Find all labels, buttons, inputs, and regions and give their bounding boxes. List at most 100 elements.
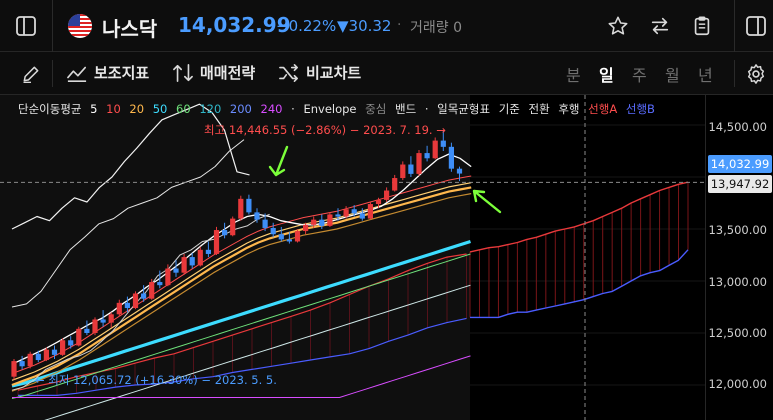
ichimoku-span-b-history [18,317,467,396]
legend-dot-2: · [424,102,429,116]
divider [734,0,735,52]
candle-body [424,153,430,159]
candle-body [43,349,49,361]
chart-settings-button[interactable] [742,60,770,88]
right-panel-toggle-button[interactable] [742,12,770,40]
ma60-line [11,253,471,399]
axis-tick-label: 13,000.00 [708,275,767,289]
candle-body [92,319,98,333]
axis-tick-label: 13,500.00 [708,223,767,237]
legend-ma240: 240 [260,102,283,116]
legend-sma-label: 단순이동평균 [18,102,82,116]
compare-button[interactable]: 비교차트 [278,62,361,83]
lagging-span-line [11,103,250,230]
clipboard-icon [694,16,710,36]
strategy-button[interactable]: 매매전략 [172,62,255,83]
shuffle-icon [279,63,298,82]
candle-body [141,293,147,299]
sidebar-toggle-button[interactable] [12,12,40,40]
period-month[interactable]: 월 [665,66,680,85]
candle-body [197,249,203,266]
period-minute[interactable]: 분 [566,66,581,85]
green-arrow-annotation [472,189,502,214]
indicators-button[interactable]: 보조지표 [66,62,149,83]
candle-body [213,230,220,254]
current-price-tag: 14,032.99 [708,155,772,173]
favorite-button[interactable] [604,12,632,40]
candle-body [205,249,211,254]
candle-body [100,319,106,323]
chart-canvas[interactable] [0,95,705,420]
candle-body [448,146,454,169]
period-week[interactable]: 주 [632,66,647,85]
draw-button[interactable] [18,61,44,87]
gear-icon [747,64,765,84]
candle-body [149,282,155,299]
price-chart[interactable]: 단순이동평균 5 10 20 50 60 120 200 240 · Envel… [0,95,773,420]
candle-body [157,282,163,286]
change-percent: −0.22% [276,17,337,35]
envelope-lower-line [11,193,472,392]
top-bar: 나스닥 14,032.99 −0.22% ▼30.32 · 거래량 0 [0,0,773,52]
candle-body [416,153,422,174]
legend-band: 밴드 [394,102,417,116]
candle-body [367,204,373,219]
candle-body [222,230,228,236]
axis-tick-label: 12,500.00 [708,326,767,340]
order-button[interactable] [688,12,716,40]
candle-body [68,340,74,346]
candle-body [294,231,301,242]
candle-body [35,353,41,361]
candle-body [392,178,398,191]
period-day[interactable]: 일 [599,66,614,85]
separator-dot: · [397,17,402,33]
candle-body [327,214,333,226]
candle-body [303,224,309,232]
candle-body [84,328,90,333]
candle-body [440,140,446,147]
candle-body [311,219,317,225]
ichimoku-span-b-line [470,249,689,319]
compare-label: 비교차트 [306,64,362,82]
axis-tick-label: 14,500.00 [708,120,767,134]
period-year[interactable]: 년 [698,66,713,85]
candle-body [165,268,171,286]
legend-ma5: 5 [90,102,98,116]
candle-body [108,314,114,323]
legend-ma10: 10 [106,102,121,116]
indicator-legend[interactable]: 단순이동평균 5 10 20 50 60 120 200 240 · Envel… [18,101,660,117]
legend-ichimoku: 일목균형표 [437,102,491,116]
ma240-line [12,355,471,398]
symbol-name[interactable]: 나스닥 [102,17,158,41]
price-axis[interactable]: 14,500.00 13,500.00 13,000.00 12,500.00 … [705,95,773,420]
low-annotation: ← 최저 12,065.72 (+16.30%) − 2023. 5. 5. [35,373,277,387]
ma20-line [11,186,472,387]
legend-ma200: 200 [229,102,252,116]
strategy-label: 매매전략 [200,64,256,82]
candle-body [51,349,58,355]
crosshair-price-tag: 13,947.92 [708,175,772,193]
current-price: 14,032.99 [178,13,291,37]
candle-body [181,257,187,273]
candle-body [11,361,17,377]
legend-span-b: 선행B [625,102,655,116]
candle-body [270,227,276,235]
ma5-line [11,153,472,365]
candle-body [384,190,390,200]
candle-body [189,257,195,266]
candle-body [27,353,33,367]
candle-body [262,219,268,228]
swap-button[interactable] [646,12,674,40]
indicator-chart-icon [67,66,87,82]
buy-sell-arrows-icon [173,63,193,82]
legend-ma50: 50 [152,102,168,116]
legend-base: 기준 [498,102,520,116]
divider [734,60,735,87]
envelope-upper-line [11,182,472,381]
ichimoku-span-a-line [469,181,689,253]
candle-body [19,361,25,367]
pencil-icon [23,66,39,83]
candle-body [319,219,325,226]
candle-body [408,164,414,174]
candle-body [351,209,357,214]
